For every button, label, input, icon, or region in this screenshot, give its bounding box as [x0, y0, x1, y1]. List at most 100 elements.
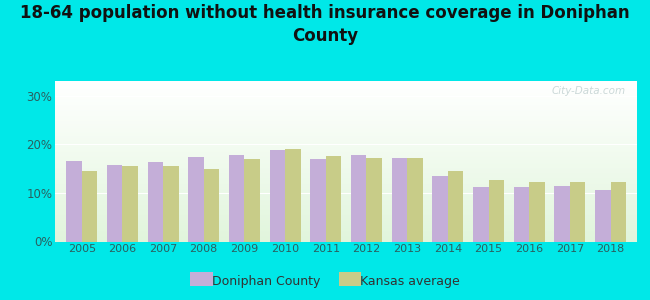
Bar	[55, 147, 637, 148]
Bar	[270, 150, 285, 242]
Bar	[55, 241, 637, 242]
Bar	[55, 160, 637, 161]
Bar	[55, 186, 637, 187]
Bar	[55, 198, 637, 199]
Bar	[55, 207, 637, 208]
Bar	[55, 172, 637, 173]
Bar	[55, 142, 637, 143]
Text: 18-64 population without health insurance coverage in Doniphan
County: 18-64 population without health insuranc…	[20, 4, 630, 45]
Bar	[55, 210, 637, 211]
Bar	[55, 228, 637, 229]
Bar	[448, 171, 463, 242]
Bar	[55, 208, 637, 209]
Bar	[55, 84, 637, 85]
Bar	[407, 158, 422, 242]
Bar	[55, 88, 637, 89]
Bar	[55, 122, 637, 123]
Bar	[55, 222, 637, 223]
Bar	[351, 155, 367, 242]
Bar	[55, 204, 637, 205]
Bar	[55, 195, 637, 196]
Bar	[55, 232, 637, 233]
Bar	[285, 149, 300, 242]
Bar	[55, 164, 637, 165]
Bar	[244, 159, 260, 242]
Bar	[55, 141, 637, 142]
Bar	[55, 126, 637, 127]
Bar	[55, 183, 637, 184]
Bar	[55, 166, 637, 167]
Bar	[55, 218, 637, 219]
Bar	[55, 129, 637, 130]
Bar	[55, 98, 637, 99]
Bar	[55, 148, 637, 149]
Bar	[55, 125, 637, 126]
Bar	[55, 156, 637, 157]
Bar	[55, 137, 637, 138]
Bar	[55, 191, 637, 192]
Bar	[55, 115, 637, 116]
Text: City-Data.com: City-Data.com	[551, 86, 625, 96]
Bar	[55, 161, 637, 162]
Bar	[55, 116, 637, 117]
Bar	[55, 189, 637, 190]
Bar	[122, 166, 138, 242]
Bar	[55, 162, 637, 163]
Bar	[55, 90, 637, 91]
Bar	[55, 85, 637, 86]
Bar	[55, 118, 637, 119]
Bar	[55, 230, 637, 231]
Bar	[55, 123, 637, 124]
Bar	[55, 81, 637, 82]
Bar	[55, 213, 637, 214]
Bar	[55, 86, 637, 87]
Bar	[55, 108, 637, 109]
Bar	[55, 102, 637, 103]
Bar	[55, 160, 637, 161]
Bar	[55, 239, 637, 240]
Bar	[55, 181, 637, 182]
Bar	[55, 184, 637, 185]
Bar	[55, 200, 637, 201]
Bar	[55, 151, 637, 152]
Bar	[55, 205, 637, 206]
Bar	[55, 150, 637, 151]
Bar	[55, 174, 637, 175]
Bar	[55, 89, 637, 90]
Bar	[55, 221, 637, 222]
Bar	[55, 193, 637, 194]
Bar	[55, 179, 637, 180]
Bar	[55, 236, 637, 237]
Bar	[55, 180, 637, 181]
Bar	[55, 87, 637, 88]
Bar	[55, 120, 637, 121]
Bar	[55, 158, 637, 159]
Bar	[55, 121, 637, 122]
Bar	[55, 97, 637, 98]
Bar	[55, 109, 637, 110]
Bar	[529, 182, 545, 242]
Bar	[55, 227, 637, 228]
Bar	[55, 238, 637, 239]
Bar	[55, 168, 637, 169]
Bar	[55, 237, 637, 238]
Bar	[55, 114, 637, 115]
Bar	[55, 140, 637, 141]
Bar	[55, 163, 637, 164]
Bar	[55, 197, 637, 198]
Bar	[55, 203, 637, 204]
Bar	[55, 130, 637, 131]
Bar	[55, 225, 637, 226]
Bar	[55, 215, 637, 216]
Bar	[55, 119, 637, 120]
Bar	[55, 124, 637, 125]
Bar	[55, 104, 637, 105]
Bar	[55, 217, 637, 218]
Bar	[55, 199, 637, 200]
Bar	[55, 144, 637, 145]
Bar	[55, 192, 637, 193]
Bar	[55, 219, 637, 220]
Bar	[55, 113, 637, 114]
Bar	[514, 187, 529, 242]
Bar	[55, 209, 637, 210]
